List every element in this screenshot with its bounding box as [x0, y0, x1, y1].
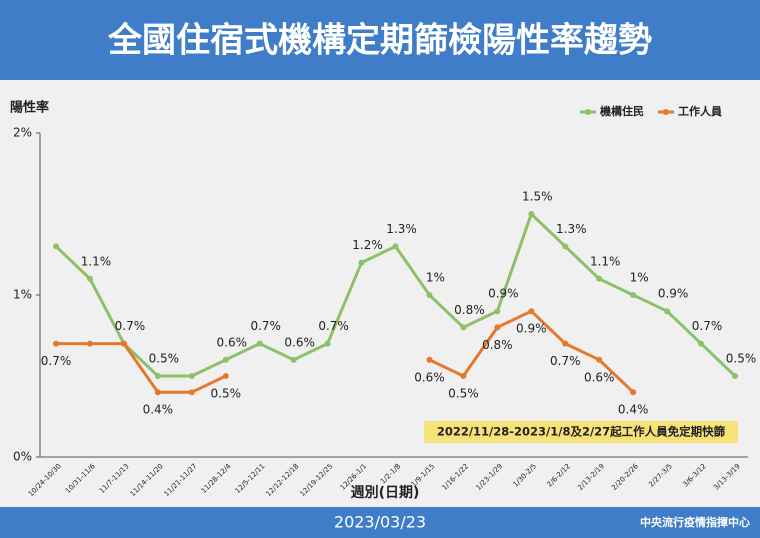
- footer-source: 中央流行疫情指揮中心: [640, 515, 750, 529]
- data-label: 0.5%: [448, 387, 479, 401]
- point: [154, 373, 161, 379]
- point: [222, 356, 229, 363]
- point: [528, 308, 535, 315]
- point: [53, 340, 59, 347]
- data-label: 0.7%: [550, 354, 581, 368]
- data-label: 1.2%: [352, 238, 383, 252]
- data-label: 1.3%: [556, 222, 587, 236]
- point: [256, 340, 263, 347]
- data-label: 0.9%: [658, 287, 689, 301]
- point: [86, 275, 93, 282]
- data-label: 0.7%: [41, 354, 72, 368]
- data-label: 1%: [426, 271, 445, 285]
- data-label: 0.7%: [250, 319, 281, 333]
- data-label: 0.6%: [284, 335, 315, 349]
- data-label: 1%: [630, 271, 649, 285]
- data-label: 0.4%: [618, 403, 649, 417]
- y-tick-label: 2%: [13, 126, 32, 140]
- title: 全國住宿式機構定期篩檢陽性率趨勢: [107, 21, 652, 61]
- data-label: 0.7%: [318, 319, 349, 333]
- legend-marker: [663, 109, 669, 115]
- point: [596, 275, 603, 282]
- point: [188, 389, 195, 396]
- data-label: 0.7%: [692, 319, 723, 333]
- data-label: 0.8%: [454, 303, 485, 317]
- data-label: 0.6%: [217, 335, 248, 349]
- data-label: 1.3%: [386, 222, 417, 236]
- point: [698, 340, 705, 347]
- data-label: 0.6%: [584, 370, 615, 384]
- point: [426, 356, 433, 363]
- data-label: 0.9%: [516, 322, 547, 336]
- data-label: 0.5%: [211, 387, 242, 401]
- point: [426, 292, 433, 298]
- point: [528, 211, 535, 217]
- data-label: 1.1%: [590, 254, 621, 268]
- point: [494, 308, 501, 315]
- point: [86, 340, 93, 347]
- point: [664, 308, 671, 315]
- data-label: 0.9%: [488, 287, 519, 301]
- point: [630, 389, 637, 396]
- point: [460, 373, 467, 379]
- y-axis-title: 陽性率: [10, 100, 49, 116]
- y-tick-label: 0%: [13, 450, 32, 464]
- x-axis-title: 週別(日期): [351, 485, 420, 501]
- header-band: [0, 0, 760, 80]
- data-label: 0.4%: [143, 403, 174, 417]
- point: [188, 373, 195, 379]
- data-label: 1.5%: [522, 190, 553, 204]
- point: [392, 243, 399, 250]
- point: [324, 340, 331, 347]
- point: [732, 373, 738, 379]
- annotation-box: [424, 421, 738, 443]
- point: [120, 340, 127, 347]
- y-tick-label: 1%: [13, 288, 32, 302]
- point: [222, 373, 229, 379]
- point: [630, 292, 637, 298]
- footer-band: [0, 507, 760, 538]
- point: [562, 340, 569, 347]
- data-label: 0.5%: [149, 352, 180, 366]
- data-label: 1.1%: [81, 254, 112, 268]
- annotation: 2022/11/28-2023/1/8及2/27起工作人員免定期快篩: [437, 425, 726, 439]
- point: [290, 356, 297, 363]
- legend-label: 工作人員: [678, 104, 722, 118]
- data-label: 0.8%: [482, 338, 513, 352]
- point: [154, 389, 161, 396]
- footer-date: 2023/03/23: [334, 513, 426, 532]
- point: [494, 324, 501, 331]
- data-label: 0.6%: [414, 370, 445, 384]
- legend-marker: [585, 109, 591, 115]
- data-label: 0.5%: [726, 352, 757, 366]
- legend-label: 機構住民: [600, 104, 644, 118]
- point: [562, 243, 569, 250]
- point: [460, 324, 467, 331]
- data-label: 0.7%: [115, 319, 146, 333]
- point: [596, 356, 603, 363]
- point: [53, 243, 59, 250]
- point: [358, 259, 365, 266]
